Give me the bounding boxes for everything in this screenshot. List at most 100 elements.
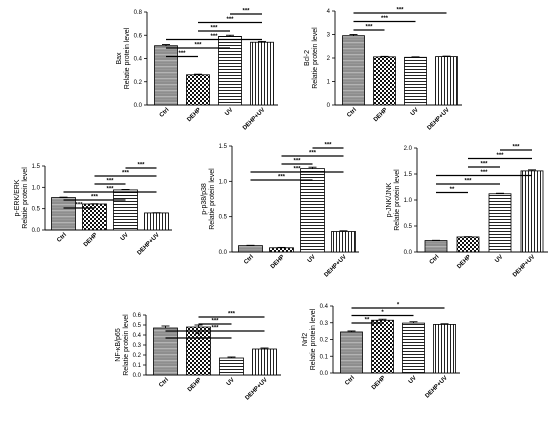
- y-tick-label: 0.0: [32, 228, 41, 234]
- y-axis-label: NF-κB/p65: [115, 328, 122, 362]
- category-label: Ctrl: [243, 254, 255, 266]
- bar-dehp: [371, 319, 394, 374]
- bar-ctrl: [340, 331, 363, 374]
- significance-label: ***: [137, 163, 145, 169]
- bar-dehp-uv: [252, 348, 277, 376]
- category-label: DEHP+UV: [137, 232, 161, 256]
- bar-uv: [404, 56, 427, 106]
- y-tick-label: 0.8: [134, 10, 143, 16]
- category-label: DEHP: [187, 377, 203, 393]
- significance-label: ***: [226, 17, 234, 23]
- bar-dehp-uv: [144, 212, 169, 231]
- bar-dehp-uv: [433, 324, 456, 374]
- significance-label: ***: [293, 159, 301, 165]
- category-label: Ctrl: [159, 107, 171, 119]
- bar-dehp: [186, 74, 210, 106]
- category-label: UV: [410, 107, 420, 117]
- y-tick-label: 1.0: [404, 198, 413, 204]
- significance-label: ***: [512, 145, 520, 151]
- category-label: Ctrl: [158, 377, 170, 389]
- category-label: Ctrl: [429, 254, 441, 266]
- y-tick-label: 0.0: [219, 250, 228, 256]
- significance-label: *: [381, 310, 384, 316]
- significance-label: *: [397, 303, 400, 309]
- y-axis-label: p-ERK/ERK: [14, 179, 21, 216]
- y-tick-label: 1.5: [404, 172, 413, 178]
- panel-bax: 0.0 0.2 0.4 0.6 0.8 Bax Relatie protein level C…: [116, 9, 278, 132]
- significance-label: ***: [211, 326, 219, 332]
- y-axis-label: Relatie protein level: [312, 27, 319, 89]
- bar-dehp: [269, 247, 294, 253]
- panel-pp38: 0.0 0.5 1.0 1.5 p-p38/p38 Relatie protein lev…: [201, 143, 359, 279]
- bar-ctrl: [424, 240, 448, 253]
- y-tick-label: 1.0: [32, 185, 41, 191]
- category-label: DEHP: [373, 107, 389, 123]
- y-tick-label: 0.2: [133, 353, 142, 359]
- category-label: DEHP+UV: [242, 107, 266, 131]
- y-tick-label: 2: [327, 56, 331, 62]
- category-label: UV: [307, 254, 317, 264]
- y-tick-label: 0.3: [320, 321, 329, 327]
- y-tick-label: 0.4: [133, 333, 142, 339]
- significance-label: ***: [480, 162, 488, 168]
- panel-perk: 0.0 0.5 1.0 1.5 p-ERK/ERK Relatie protein lev…: [14, 163, 172, 257]
- y-tick-label: 0.5: [219, 215, 228, 221]
- y-axis-label: Relatie protein level: [124, 27, 131, 89]
- significance-label: ***: [106, 179, 114, 185]
- bar-uv: [113, 189, 138, 231]
- category-label: Ctrl: [56, 232, 68, 244]
- y-tick-label: 0.4: [320, 304, 329, 310]
- significance-label: ***: [178, 51, 186, 57]
- bar-dehp-uv: [331, 231, 356, 253]
- significance-label: ***: [293, 167, 301, 173]
- bar-ctrl: [51, 197, 76, 231]
- y-tick-label: 0.1: [133, 363, 142, 369]
- bar-ctrl: [153, 327, 178, 376]
- significance-label: ***: [496, 153, 504, 159]
- bar-ctrl: [238, 245, 263, 253]
- significance-label: ***: [480, 170, 488, 176]
- y-tick-label: 0.5: [404, 224, 413, 230]
- bar-uv: [219, 357, 244, 376]
- category-label: DEHP: [371, 375, 387, 391]
- bar-uv: [218, 36, 242, 106]
- bar-dehp-uv: [435, 56, 458, 106]
- y-tick-label: 0: [327, 103, 331, 109]
- bar-dehp: [373, 56, 396, 106]
- y-tick-label: 0.0: [404, 250, 413, 256]
- category-label: UV: [226, 377, 236, 387]
- significance-label: ***: [106, 187, 114, 193]
- y-tick-label: 0.5: [133, 323, 142, 329]
- significance-label: ***: [381, 16, 389, 22]
- significance-label: ***: [195, 333, 203, 339]
- y-axis-label: Bax: [116, 52, 123, 65]
- y-tick-label: 0.2: [320, 338, 329, 344]
- significance-label: ***: [324, 143, 332, 149]
- significance-label: **: [365, 318, 370, 324]
- panel-pjnk: 0.0 0.5 1.0 1.5 2.0 p-JNK/JNK Relatie protein …: [386, 145, 548, 279]
- significance-label: ***: [210, 26, 218, 32]
- significance-label: ***: [211, 319, 219, 325]
- category-label: UV: [408, 375, 418, 385]
- bar-dehp: [456, 236, 480, 253]
- significance-label: ***: [365, 25, 373, 31]
- y-tick-label: 1.0: [219, 179, 228, 185]
- panel-nfkb: 0.0 0.1 0.2 0.3 0.4 0.5 0.6 NF-κB/p65 Relatie pr…: [115, 312, 281, 402]
- y-tick-label: 1: [327, 80, 331, 86]
- y-tick-label: 0.0: [134, 103, 143, 109]
- y-tick-label: 1.5: [32, 164, 41, 170]
- bar-uv: [300, 168, 325, 253]
- bar-dehp: [186, 326, 211, 376]
- bar-ctrl: [154, 45, 178, 106]
- category-label: UV: [224, 107, 234, 117]
- significance-label: ***: [91, 195, 99, 201]
- category-label: Ctrl: [344, 375, 356, 387]
- category-label: DEHP: [456, 254, 472, 270]
- y-tick-label: 3: [327, 33, 331, 39]
- y-axis-label: Relatie protein level: [123, 314, 130, 376]
- y-axis-label: Relatie protein level: [209, 168, 216, 230]
- category-label: DEHP+UV: [425, 375, 449, 399]
- significance-label: ***: [396, 8, 404, 14]
- y-axis-label: p-JNK/JNK: [386, 182, 393, 217]
